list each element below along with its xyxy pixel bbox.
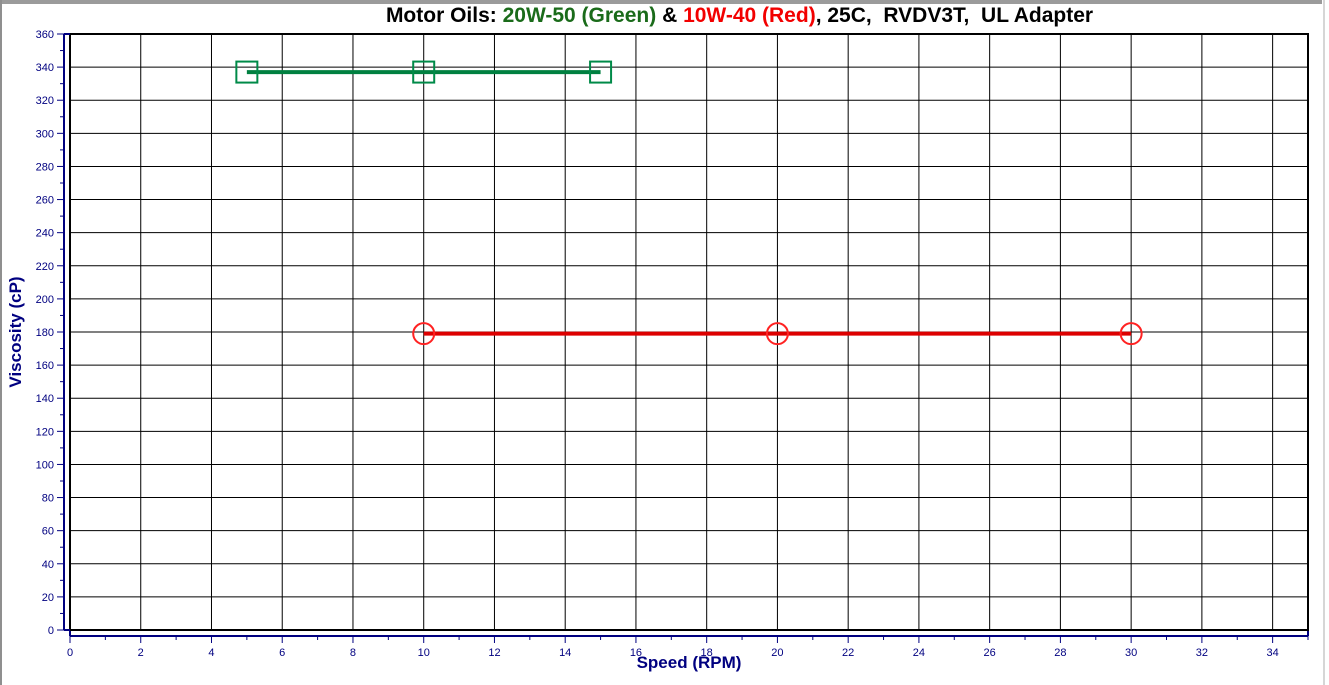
data-point-marker-circle bbox=[1119, 322, 1143, 346]
x-tick-label: 12 bbox=[488, 647, 500, 659]
x-tick-label: 18 bbox=[701, 647, 713, 659]
x-tick-label: 24 bbox=[913, 647, 925, 659]
y-tick-label: 200 bbox=[36, 294, 54, 306]
data-point-marker-circle bbox=[765, 322, 789, 346]
x-tick-label: 0 bbox=[67, 647, 73, 659]
title-segment: 10W-40 (Red) bbox=[683, 4, 816, 27]
y-tick-label: 60 bbox=[42, 526, 54, 538]
data-point-marker-square bbox=[589, 60, 613, 84]
y-tick-label: 140 bbox=[36, 393, 54, 405]
data-point-marker-square bbox=[412, 60, 436, 84]
y-tick-label: 300 bbox=[36, 128, 54, 140]
window-frame-left bbox=[0, 0, 2, 685]
x-tick-label: 32 bbox=[1196, 647, 1208, 659]
axes bbox=[57, 33, 1309, 643]
y-tick-label: 220 bbox=[36, 261, 54, 273]
x-tick-label: 26 bbox=[984, 647, 996, 659]
series-10W-40 bbox=[412, 322, 1143, 346]
y-tick-label: 100 bbox=[36, 459, 54, 471]
x-tick-label: 28 bbox=[1054, 647, 1066, 659]
x-tick-label: 2 bbox=[138, 647, 144, 659]
y-tick-label: 320 bbox=[36, 95, 54, 107]
title-segment: Motor Oils: bbox=[385, 4, 503, 27]
y-tick-label: 160 bbox=[36, 360, 54, 372]
window-frame-right bbox=[1323, 0, 1325, 685]
y-tick-label: 360 bbox=[36, 29, 54, 41]
title-segment: 20W-50 (Green) bbox=[502, 4, 657, 27]
x-tick-label: 6 bbox=[279, 647, 285, 659]
title-segment: & bbox=[656, 4, 684, 27]
y-tick-label: 340 bbox=[36, 62, 54, 74]
x-tick-label: 14 bbox=[559, 647, 571, 659]
y-tick-label: 120 bbox=[36, 426, 54, 438]
chart-title: Motor Oils: 20W-50 (Green) & 10W-40 (Red… bbox=[0, 3, 1329, 29]
series-20W-50 bbox=[235, 60, 613, 84]
y-tick-label: 180 bbox=[36, 327, 54, 339]
tick-labels: 0204060801001201401601802002202402602803… bbox=[36, 29, 1279, 659]
data-point-marker-square bbox=[235, 60, 259, 84]
y-tick-label: 0 bbox=[48, 625, 54, 637]
x-axis-title: Speed (RPM) bbox=[636, 653, 742, 672]
x-tick-label: 16 bbox=[630, 647, 642, 659]
data-point-marker-circle bbox=[412, 322, 436, 346]
plot-border bbox=[69, 33, 1309, 631]
window-frame-top bbox=[2, 0, 1322, 4]
y-tick-label: 260 bbox=[36, 195, 54, 207]
y-tick-label: 20 bbox=[42, 592, 54, 604]
x-tick-label: 8 bbox=[350, 647, 356, 659]
y-tick-label: 240 bbox=[36, 228, 54, 240]
y-axis-title: Viscosity (cP) bbox=[6, 276, 25, 388]
y-tick-label: 40 bbox=[42, 559, 54, 571]
x-tick-label: 30 bbox=[1125, 647, 1137, 659]
y-tick-label: 80 bbox=[42, 493, 54, 505]
x-tick-label: 10 bbox=[418, 647, 430, 659]
y-tick-label: 280 bbox=[36, 161, 54, 173]
x-tick-label: 22 bbox=[842, 647, 854, 659]
x-tick-label: 34 bbox=[1267, 647, 1279, 659]
x-tick-label: 20 bbox=[771, 647, 783, 659]
x-tick-label: 4 bbox=[208, 647, 214, 659]
title-segment: , 25C, RVDV3T, UL Adapter bbox=[815, 4, 1094, 27]
